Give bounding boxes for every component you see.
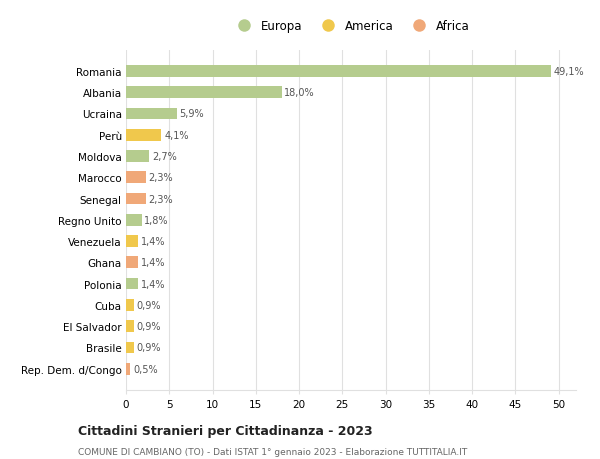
- Text: 1,4%: 1,4%: [141, 236, 165, 246]
- Bar: [126, 172, 146, 184]
- Text: COMUNE DI CAMBIANO (TO) - Dati ISTAT 1° gennaio 2023 - Elaborazione TUTTITALIA.I: COMUNE DI CAMBIANO (TO) - Dati ISTAT 1° …: [78, 448, 467, 457]
- Text: Cittadini Stranieri per Cittadinanza - 2023: Cittadini Stranieri per Cittadinanza - 2…: [78, 425, 373, 437]
- Text: 18,0%: 18,0%: [284, 88, 315, 98]
- Text: 0,5%: 0,5%: [133, 364, 158, 374]
- Text: 2,7%: 2,7%: [152, 151, 177, 162]
- Bar: [126, 236, 138, 247]
- Text: 0,9%: 0,9%: [136, 300, 161, 310]
- Text: 0,9%: 0,9%: [136, 343, 161, 353]
- Text: 1,4%: 1,4%: [141, 279, 165, 289]
- Text: 0,9%: 0,9%: [136, 321, 161, 331]
- Bar: [126, 193, 146, 205]
- Bar: [126, 257, 138, 269]
- Bar: [126, 363, 130, 375]
- Bar: [126, 87, 282, 99]
- Text: 5,9%: 5,9%: [179, 109, 204, 119]
- Text: 2,3%: 2,3%: [149, 173, 173, 183]
- Bar: [126, 320, 134, 332]
- Bar: [126, 299, 134, 311]
- Text: 1,4%: 1,4%: [141, 258, 165, 268]
- Bar: [126, 342, 134, 353]
- Text: 2,3%: 2,3%: [149, 194, 173, 204]
- Bar: [126, 278, 138, 290]
- Legend: Europa, America, Africa: Europa, America, Africa: [227, 16, 475, 38]
- Bar: [126, 108, 177, 120]
- Text: 1,8%: 1,8%: [144, 215, 169, 225]
- Bar: [126, 129, 161, 141]
- Bar: [126, 66, 551, 78]
- Bar: [126, 214, 142, 226]
- Bar: [126, 151, 149, 162]
- Text: 4,1%: 4,1%: [164, 130, 188, 140]
- Text: 49,1%: 49,1%: [554, 67, 584, 77]
